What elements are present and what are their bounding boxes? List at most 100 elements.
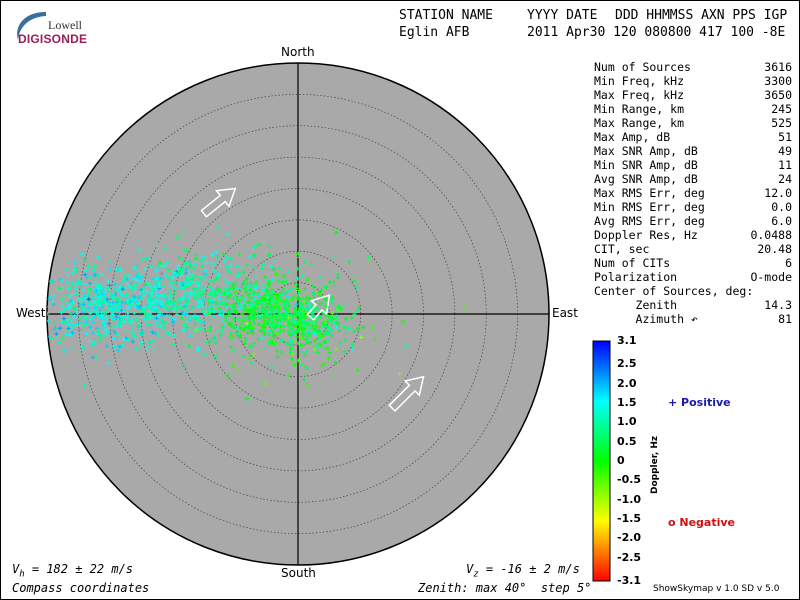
- source-point: [199, 284, 204, 289]
- source-point: [305, 340, 310, 345]
- source-point: [310, 284, 315, 289]
- source-point: [178, 269, 183, 274]
- source-point: [105, 344, 110, 349]
- source-point: [166, 275, 171, 280]
- stat-row: Avg SNR Amp, dB 24: [594, 172, 792, 186]
- source-point: [66, 326, 71, 331]
- source-point: [154, 301, 159, 306]
- source-point: [171, 309, 176, 314]
- source-point: [138, 309, 143, 314]
- source-point: [137, 273, 142, 278]
- source-point: [193, 274, 198, 279]
- source-point: [286, 319, 291, 324]
- source-point: [154, 320, 159, 325]
- stat-label: Zenith: [594, 298, 678, 312]
- source-point: [49, 279, 54, 284]
- source-point: [140, 257, 145, 262]
- source-point: [49, 336, 54, 341]
- source-point: [79, 344, 84, 349]
- source-point: [6, 301, 10, 305]
- source-point: [51, 321, 56, 326]
- source-point: [114, 266, 119, 271]
- source-point: [274, 295, 279, 300]
- header-date-value: 2011 Apr30 120 080800 417 100 -8E: [527, 25, 786, 40]
- source-point: [130, 317, 135, 322]
- source-point: [244, 321, 249, 326]
- source-point: [202, 352, 207, 357]
- source-point: [267, 328, 272, 333]
- stat-row: Max Amp, dB 51: [594, 130, 792, 144]
- source-point: [72, 306, 77, 311]
- source-point: [323, 332, 328, 337]
- source-point: [204, 340, 209, 345]
- source-point: [235, 369, 240, 374]
- source-point: [285, 299, 290, 304]
- source-point: [269, 264, 274, 269]
- source-point: [260, 324, 265, 329]
- source-point: [137, 291, 142, 296]
- source-point: [239, 322, 244, 327]
- source-point: [236, 317, 241, 322]
- source-point: [129, 319, 134, 324]
- source-point: [319, 333, 324, 338]
- source-point: [119, 314, 124, 319]
- source-point: [302, 321, 307, 326]
- source-point: [138, 297, 143, 302]
- source-point: [64, 267, 69, 272]
- source-point: [232, 317, 237, 322]
- source-point: [301, 318, 306, 323]
- source-point: [306, 326, 311, 331]
- source-point: [319, 288, 324, 293]
- stat-row: Azimuth ↶ 81: [594, 312, 792, 326]
- source-point: [83, 282, 88, 287]
- source-point: [92, 339, 97, 344]
- source-point: [113, 286, 118, 291]
- source-point: [152, 280, 157, 285]
- source-point: [134, 274, 139, 279]
- source-point: [190, 305, 195, 310]
- source-point: [212, 335, 217, 340]
- source-point: [257, 314, 262, 319]
- source-point: [157, 324, 162, 329]
- source-point: [136, 301, 141, 306]
- source-point: [261, 295, 266, 300]
- source-point: [344, 316, 349, 321]
- source-point: [185, 315, 190, 320]
- stat-row: CIT, sec 20.48: [594, 242, 792, 256]
- source-point: [207, 339, 212, 344]
- source-point: [305, 382, 310, 387]
- source-point: [182, 262, 187, 267]
- source-point: [203, 268, 208, 273]
- source-point: [215, 274, 220, 279]
- source-point: [328, 279, 333, 284]
- source-point: [231, 286, 236, 291]
- source-point: [247, 295, 252, 300]
- source-point: [91, 268, 96, 273]
- source-point: [337, 328, 342, 333]
- source-point: [245, 300, 250, 305]
- source-point: [154, 268, 159, 273]
- source-point: [112, 344, 117, 349]
- source-point: [220, 329, 225, 334]
- source-point: [250, 299, 255, 304]
- source-point: [252, 315, 257, 320]
- source-point: [345, 331, 350, 336]
- source-point: [145, 304, 150, 309]
- source-point: [214, 276, 219, 281]
- source-point: [275, 292, 280, 297]
- source-point: [125, 281, 130, 286]
- source-point: [318, 293, 323, 298]
- source-point: [217, 327, 222, 332]
- source-point: [276, 305, 281, 310]
- source-point: [97, 308, 102, 313]
- source-point: [249, 324, 254, 329]
- source-point: [278, 324, 283, 329]
- source-point: [250, 295, 255, 300]
- source-point: [231, 302, 236, 307]
- source-point: [65, 280, 70, 285]
- doppler-colorbar: [592, 340, 611, 582]
- source-point: [190, 272, 195, 277]
- source-point: [304, 349, 309, 354]
- source-point: [180, 310, 185, 315]
- source-point: [83, 272, 88, 277]
